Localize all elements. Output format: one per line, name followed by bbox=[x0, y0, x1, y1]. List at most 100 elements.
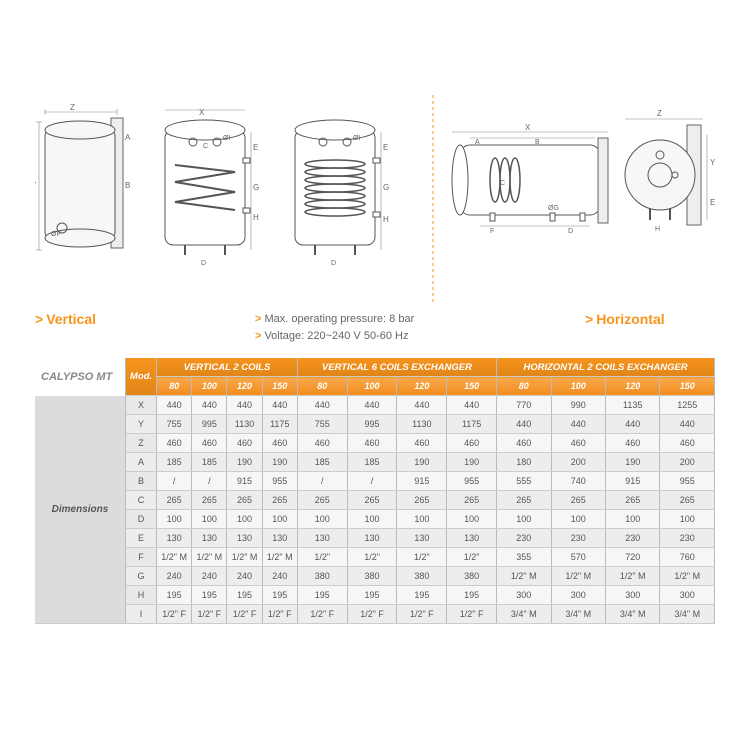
labels-row: >Vertical >Max. operating pressure: 8 ba… bbox=[35, 311, 715, 344]
dim-value: 355 bbox=[497, 548, 551, 567]
dim-value: 460 bbox=[347, 434, 397, 453]
dim-value: 1/2" M bbox=[551, 567, 605, 586]
dim-value: 100 bbox=[157, 510, 192, 529]
vertical-heading: >Vertical bbox=[35, 311, 96, 327]
dim-value: 460 bbox=[605, 434, 659, 453]
dim-value: 100 bbox=[551, 510, 605, 529]
svg-text:F: F bbox=[490, 228, 494, 235]
svg-text:G: G bbox=[253, 183, 259, 192]
svg-text:ØG: ØG bbox=[548, 205, 559, 212]
dim-value: 1/2" bbox=[397, 548, 447, 567]
dim-value: / bbox=[297, 472, 347, 491]
dim-value: 265 bbox=[297, 491, 347, 510]
specs-block: >Max. operating pressure: 8 bar >Voltage… bbox=[175, 311, 585, 344]
dim-value: 915 bbox=[397, 472, 447, 491]
model-col: 80 bbox=[497, 377, 551, 396]
svg-text:ØI: ØI bbox=[353, 135, 360, 142]
dim-value: 230 bbox=[660, 529, 715, 548]
dim-value: 440 bbox=[497, 415, 551, 434]
model-col: 120 bbox=[397, 377, 447, 396]
dim-value: 460 bbox=[297, 434, 347, 453]
dim-value: 1/2" F bbox=[447, 605, 497, 624]
dim-key: Y bbox=[126, 415, 157, 434]
dim-value: 265 bbox=[347, 491, 397, 510]
dim-value: 3/4" M bbox=[660, 605, 715, 624]
dim-value: 100 bbox=[605, 510, 659, 529]
model-col: 150 bbox=[447, 377, 497, 396]
dim-key: D bbox=[126, 510, 157, 529]
dim-value: 265 bbox=[192, 491, 227, 510]
dim-value: 380 bbox=[297, 567, 347, 586]
svg-text:X: X bbox=[525, 123, 531, 132]
dim-value: 195 bbox=[262, 586, 297, 605]
svg-text:H: H bbox=[253, 213, 259, 222]
dim-key: F bbox=[126, 548, 157, 567]
model-col: 80 bbox=[157, 377, 192, 396]
dim-value: 990 bbox=[551, 396, 605, 415]
model-col: 120 bbox=[605, 377, 659, 396]
dim-value: 265 bbox=[497, 491, 551, 510]
svg-text:E: E bbox=[710, 198, 715, 207]
dim-value: 190 bbox=[227, 453, 262, 472]
dim-value: 3/4" M bbox=[551, 605, 605, 624]
dim-value: 200 bbox=[551, 453, 605, 472]
dim-value: 955 bbox=[262, 472, 297, 491]
svg-text:Y: Y bbox=[710, 158, 715, 167]
dim-value: 1/2" M bbox=[157, 548, 192, 567]
dim-value: 1/2" bbox=[347, 548, 397, 567]
dim-value: 440 bbox=[347, 396, 397, 415]
svg-text:B: B bbox=[535, 139, 540, 146]
dim-value: 230 bbox=[551, 529, 605, 548]
dim-value: 240 bbox=[157, 567, 192, 586]
dim-value: 955 bbox=[447, 472, 497, 491]
dim-value: 185 bbox=[297, 453, 347, 472]
svg-text:X: X bbox=[199, 108, 205, 117]
dim-value: 3/4" M bbox=[605, 605, 659, 624]
dim-value: 915 bbox=[605, 472, 659, 491]
dim-value: 460 bbox=[192, 434, 227, 453]
dim-value: 1/2" F bbox=[397, 605, 447, 624]
dim-value: 185 bbox=[192, 453, 227, 472]
dim-value: 1/2" M bbox=[660, 567, 715, 586]
dim-value: 1130 bbox=[397, 415, 447, 434]
dim-value: 100 bbox=[397, 510, 447, 529]
diagrams-svg: Z Y A B ØF X bbox=[35, 95, 715, 305]
svg-text:Z: Z bbox=[70, 103, 75, 112]
svg-text:A: A bbox=[125, 133, 131, 142]
tank-horizontal-side: X A B C ØG F D bbox=[452, 123, 608, 235]
dim-key: B bbox=[126, 472, 157, 491]
dim-value: 1/2" M bbox=[227, 548, 262, 567]
dim-value: 1/2" M bbox=[192, 548, 227, 567]
dim-value: 265 bbox=[605, 491, 659, 510]
dim-value: 1/2" F bbox=[227, 605, 262, 624]
svg-text:Y: Y bbox=[35, 181, 37, 190]
dim-value: 130 bbox=[347, 529, 397, 548]
dim-value: 195 bbox=[297, 586, 347, 605]
dim-value: 1/2" M bbox=[262, 548, 297, 567]
svg-text:D: D bbox=[568, 228, 573, 235]
dim-value: 570 bbox=[551, 548, 605, 567]
dim-value: 915 bbox=[227, 472, 262, 491]
dim-value: 190 bbox=[397, 453, 447, 472]
dim-value: 100 bbox=[347, 510, 397, 529]
mod-header: Mod. bbox=[126, 358, 157, 396]
dim-value: 100 bbox=[660, 510, 715, 529]
dim-value: 1/2" F bbox=[192, 605, 227, 624]
dim-value: 265 bbox=[227, 491, 262, 510]
svg-text:B: B bbox=[125, 181, 130, 190]
dim-value: 440 bbox=[551, 415, 605, 434]
model-col: 100 bbox=[551, 377, 605, 396]
dim-value: 300 bbox=[551, 586, 605, 605]
dim-value: 720 bbox=[605, 548, 659, 567]
dim-value: 770 bbox=[497, 396, 551, 415]
dim-value: 1130 bbox=[227, 415, 262, 434]
diagram-area: Z Y A B ØF X bbox=[35, 95, 715, 305]
dim-value: 755 bbox=[157, 415, 192, 434]
svg-text:Z: Z bbox=[657, 109, 662, 118]
dim-value: 180 bbox=[497, 453, 551, 472]
dim-value: 265 bbox=[660, 491, 715, 510]
dim-value: 380 bbox=[397, 567, 447, 586]
dim-value: 265 bbox=[551, 491, 605, 510]
spec-pressure: Max. operating pressure: 8 bar bbox=[264, 313, 414, 325]
dim-value: 195 bbox=[347, 586, 397, 605]
